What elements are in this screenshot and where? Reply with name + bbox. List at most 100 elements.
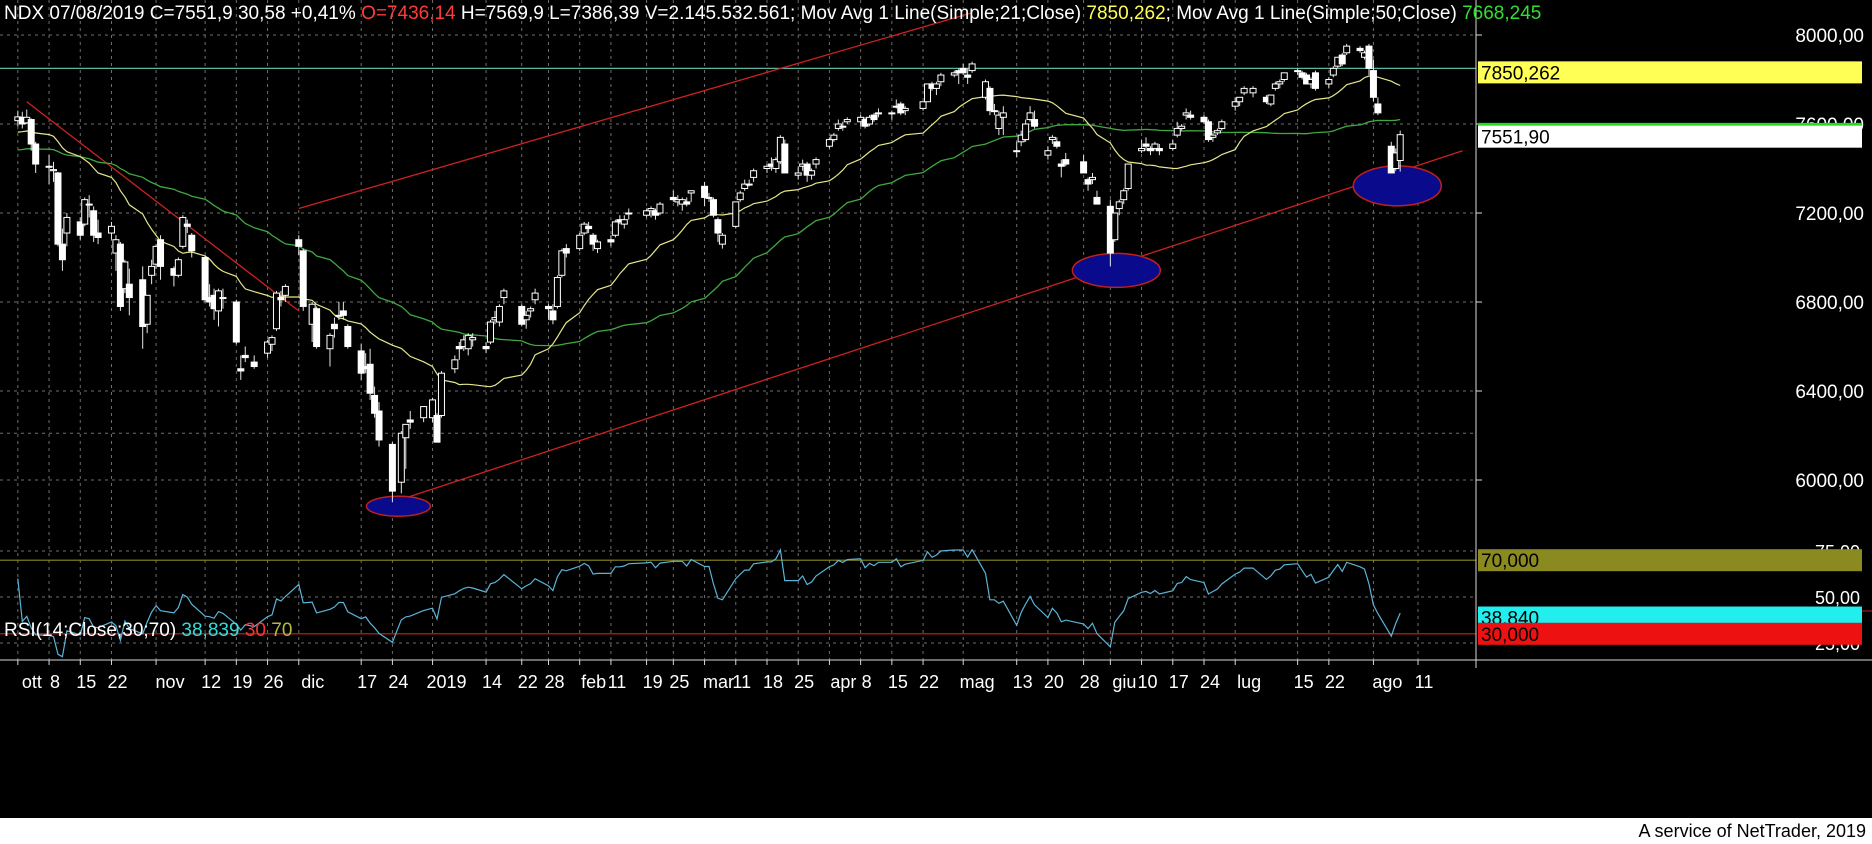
candle[interactable] — [277, 290, 285, 307]
candle[interactable] — [326, 333, 334, 367]
candle[interactable] — [241, 346, 249, 363]
candle[interactable] — [420, 406, 428, 423]
candle[interactable] — [1151, 141, 1159, 151]
candle[interactable] — [487, 319, 495, 345]
candle[interactable] — [58, 228, 66, 271]
candle[interactable] — [1240, 86, 1248, 96]
candle[interactable] — [839, 121, 847, 131]
candle[interactable] — [1146, 146, 1154, 156]
candle[interactable] — [1209, 132, 1217, 142]
candle[interactable] — [1044, 146, 1052, 160]
candle[interactable] — [1356, 46, 1364, 53]
candle[interactable] — [1236, 96, 1244, 107]
candle[interactable] — [54, 171, 62, 247]
candle[interactable] — [1213, 128, 1221, 136]
candle[interactable] — [1329, 66, 1337, 78]
candle[interactable] — [1187, 110, 1195, 120]
candle[interactable] — [1048, 135, 1056, 145]
candle[interactable] — [741, 179, 749, 191]
candle[interactable] — [1218, 119, 1226, 131]
candle[interactable] — [188, 233, 196, 258]
candle[interactable] — [959, 63, 967, 76]
candle[interactable] — [1013, 141, 1021, 158]
candle[interactable] — [268, 335, 276, 351]
candle[interactable] — [750, 168, 758, 182]
candle[interactable] — [1115, 199, 1123, 216]
candle[interactable] — [1182, 108, 1190, 120]
candle[interactable] — [1138, 139, 1146, 153]
candle[interactable] — [794, 166, 802, 180]
candle[interactable] — [1080, 155, 1088, 174]
candle[interactable] — [1343, 43, 1351, 56]
candle[interactable] — [1365, 43, 1373, 76]
candle[interactable] — [464, 333, 472, 356]
candle[interactable] — [397, 431, 405, 494]
candle[interactable] — [1311, 70, 1319, 91]
candle[interactable] — [763, 164, 771, 173]
candle[interactable] — [344, 324, 352, 349]
candle[interactable] — [339, 302, 347, 320]
candle[interactable] — [522, 310, 530, 329]
candles[interactable] — [14, 43, 1404, 503]
candle[interactable] — [1178, 124, 1186, 131]
candle[interactable] — [219, 288, 227, 309]
candle[interactable] — [709, 197, 717, 218]
candle[interactable] — [455, 342, 463, 360]
candle[interactable] — [558, 248, 566, 278]
candle[interactable] — [1231, 97, 1239, 111]
candle[interactable] — [1031, 110, 1039, 129]
candle[interactable] — [888, 110, 896, 120]
candle[interactable] — [620, 215, 628, 229]
candle[interactable] — [179, 215, 187, 249]
candle[interactable] — [714, 217, 722, 242]
candle[interactable] — [201, 255, 209, 302]
candle[interactable] — [63, 213, 71, 247]
candle[interactable] — [772, 157, 780, 173]
candle[interactable] — [919, 101, 927, 111]
candle[interactable] — [1084, 177, 1092, 191]
candle[interactable] — [1155, 144, 1163, 156]
candle[interactable] — [808, 168, 816, 180]
candle[interactable] — [45, 155, 53, 185]
candle[interactable] — [1396, 130, 1404, 172]
candle[interactable] — [125, 268, 133, 316]
candle[interactable] — [174, 257, 182, 278]
candle[interactable] — [50, 161, 58, 182]
candle[interactable] — [585, 221, 593, 234]
candle[interactable] — [1169, 139, 1177, 151]
candle[interactable] — [143, 294, 151, 334]
candle[interactable] — [451, 355, 459, 374]
candle[interactable] — [371, 386, 379, 418]
candle[interactable] — [32, 141, 40, 173]
candle[interactable] — [874, 108, 882, 118]
candle[interactable] — [901, 106, 909, 116]
candle[interactable] — [1111, 212, 1119, 242]
candle[interactable] — [1053, 137, 1061, 149]
candle[interactable] — [1374, 97, 1382, 116]
candle[interactable] — [237, 355, 245, 380]
candle[interactable] — [732, 201, 740, 229]
candle[interactable] — [999, 106, 1007, 136]
candle[interactable] — [1057, 159, 1065, 178]
candle[interactable] — [803, 161, 811, 182]
candle[interactable] — [76, 217, 84, 240]
candle[interactable] — [531, 288, 539, 305]
candle[interactable] — [1204, 119, 1212, 142]
candle[interactable] — [643, 208, 651, 218]
candle[interactable] — [1338, 52, 1346, 67]
candle[interactable] — [950, 70, 958, 78]
candle[interactable] — [866, 115, 874, 127]
candle[interactable] — [1089, 172, 1097, 185]
candle[interactable] — [183, 219, 191, 234]
candle[interactable] — [121, 259, 129, 294]
candle[interactable] — [215, 288, 223, 327]
candle[interactable] — [27, 118, 35, 151]
candle[interactable] — [736, 190, 744, 202]
candle[interactable] — [90, 206, 98, 242]
candle[interactable] — [701, 181, 709, 207]
candle[interactable] — [1200, 115, 1208, 124]
candle[interactable] — [625, 208, 633, 220]
candle[interactable] — [335, 302, 343, 320]
candle[interactable] — [1249, 86, 1257, 98]
